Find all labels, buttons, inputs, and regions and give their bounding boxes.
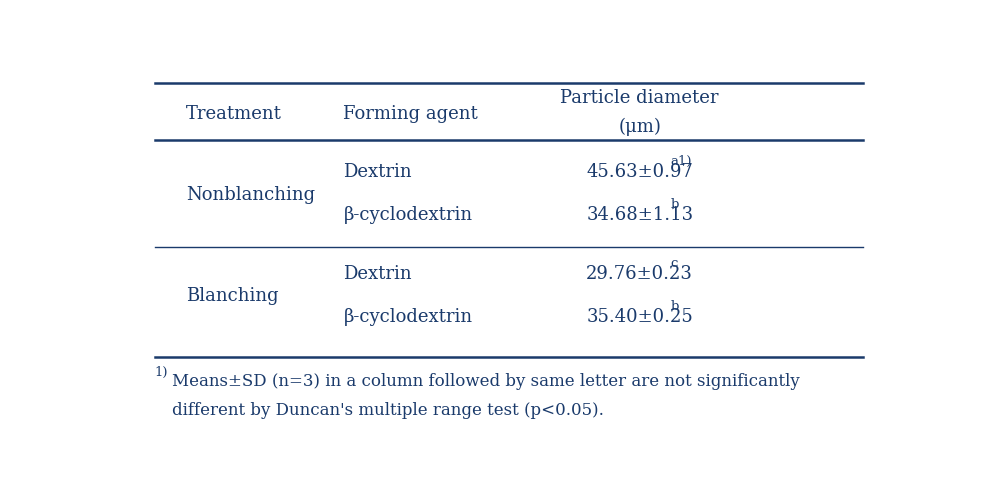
Text: Forming agent: Forming agent [344,104,479,122]
Text: β-cyclodextrin: β-cyclodextrin [344,206,473,224]
Text: 1): 1) [155,366,169,378]
Text: 34.68±1.13: 34.68±1.13 [586,206,693,224]
Text: Means±SD (n=3) in a column followed by same letter are not significantly: Means±SD (n=3) in a column followed by s… [172,373,799,390]
Text: Dextrin: Dextrin [344,265,412,283]
Text: Treatment: Treatment [186,104,282,122]
Text: 29.76±0.23: 29.76±0.23 [586,265,693,283]
Text: b: b [670,300,679,313]
Text: b: b [670,198,679,211]
Text: a1): a1) [670,155,692,168]
Text: 35.40±0.25: 35.40±0.25 [586,308,693,326]
Text: (μm): (μm) [619,118,661,136]
Text: c: c [670,257,678,270]
Text: 45.63±0.97: 45.63±0.97 [586,163,693,181]
Text: Particle diameter: Particle diameter [560,89,719,107]
Text: β-cyclodextrin: β-cyclodextrin [344,308,473,326]
Text: different by Duncan's multiple range test (p<0.05).: different by Duncan's multiple range tes… [172,402,604,419]
Text: Nonblanching: Nonblanching [186,186,315,204]
Text: Dextrin: Dextrin [344,163,412,181]
Text: Blanching: Blanching [186,288,278,305]
